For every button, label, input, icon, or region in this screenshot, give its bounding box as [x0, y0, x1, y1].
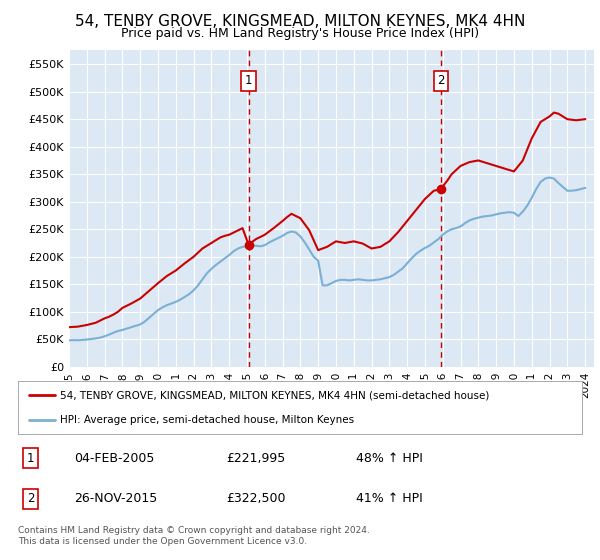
Text: Contains HM Land Registry data © Crown copyright and database right 2024.
This d: Contains HM Land Registry data © Crown c… [18, 526, 370, 546]
Text: 1: 1 [26, 451, 34, 465]
Text: 54, TENBY GROVE, KINGSMEAD, MILTON KEYNES, MK4 4HN: 54, TENBY GROVE, KINGSMEAD, MILTON KEYNE… [75, 14, 525, 29]
Text: 26-NOV-2015: 26-NOV-2015 [74, 492, 158, 506]
Text: 41% ↑ HPI: 41% ↑ HPI [356, 492, 423, 506]
Text: HPI: Average price, semi-detached house, Milton Keynes: HPI: Average price, semi-detached house,… [60, 414, 355, 424]
Text: £322,500: £322,500 [227, 492, 286, 506]
Text: 1: 1 [245, 74, 253, 87]
Text: £221,995: £221,995 [227, 451, 286, 465]
Text: 2: 2 [437, 74, 445, 87]
Text: Price paid vs. HM Land Registry's House Price Index (HPI): Price paid vs. HM Land Registry's House … [121, 27, 479, 40]
Text: 04-FEB-2005: 04-FEB-2005 [74, 451, 155, 465]
Text: 54, TENBY GROVE, KINGSMEAD, MILTON KEYNES, MK4 4HN (semi-detached house): 54, TENBY GROVE, KINGSMEAD, MILTON KEYNE… [60, 390, 490, 400]
Text: 48% ↑ HPI: 48% ↑ HPI [356, 451, 423, 465]
Text: 2: 2 [26, 492, 34, 506]
